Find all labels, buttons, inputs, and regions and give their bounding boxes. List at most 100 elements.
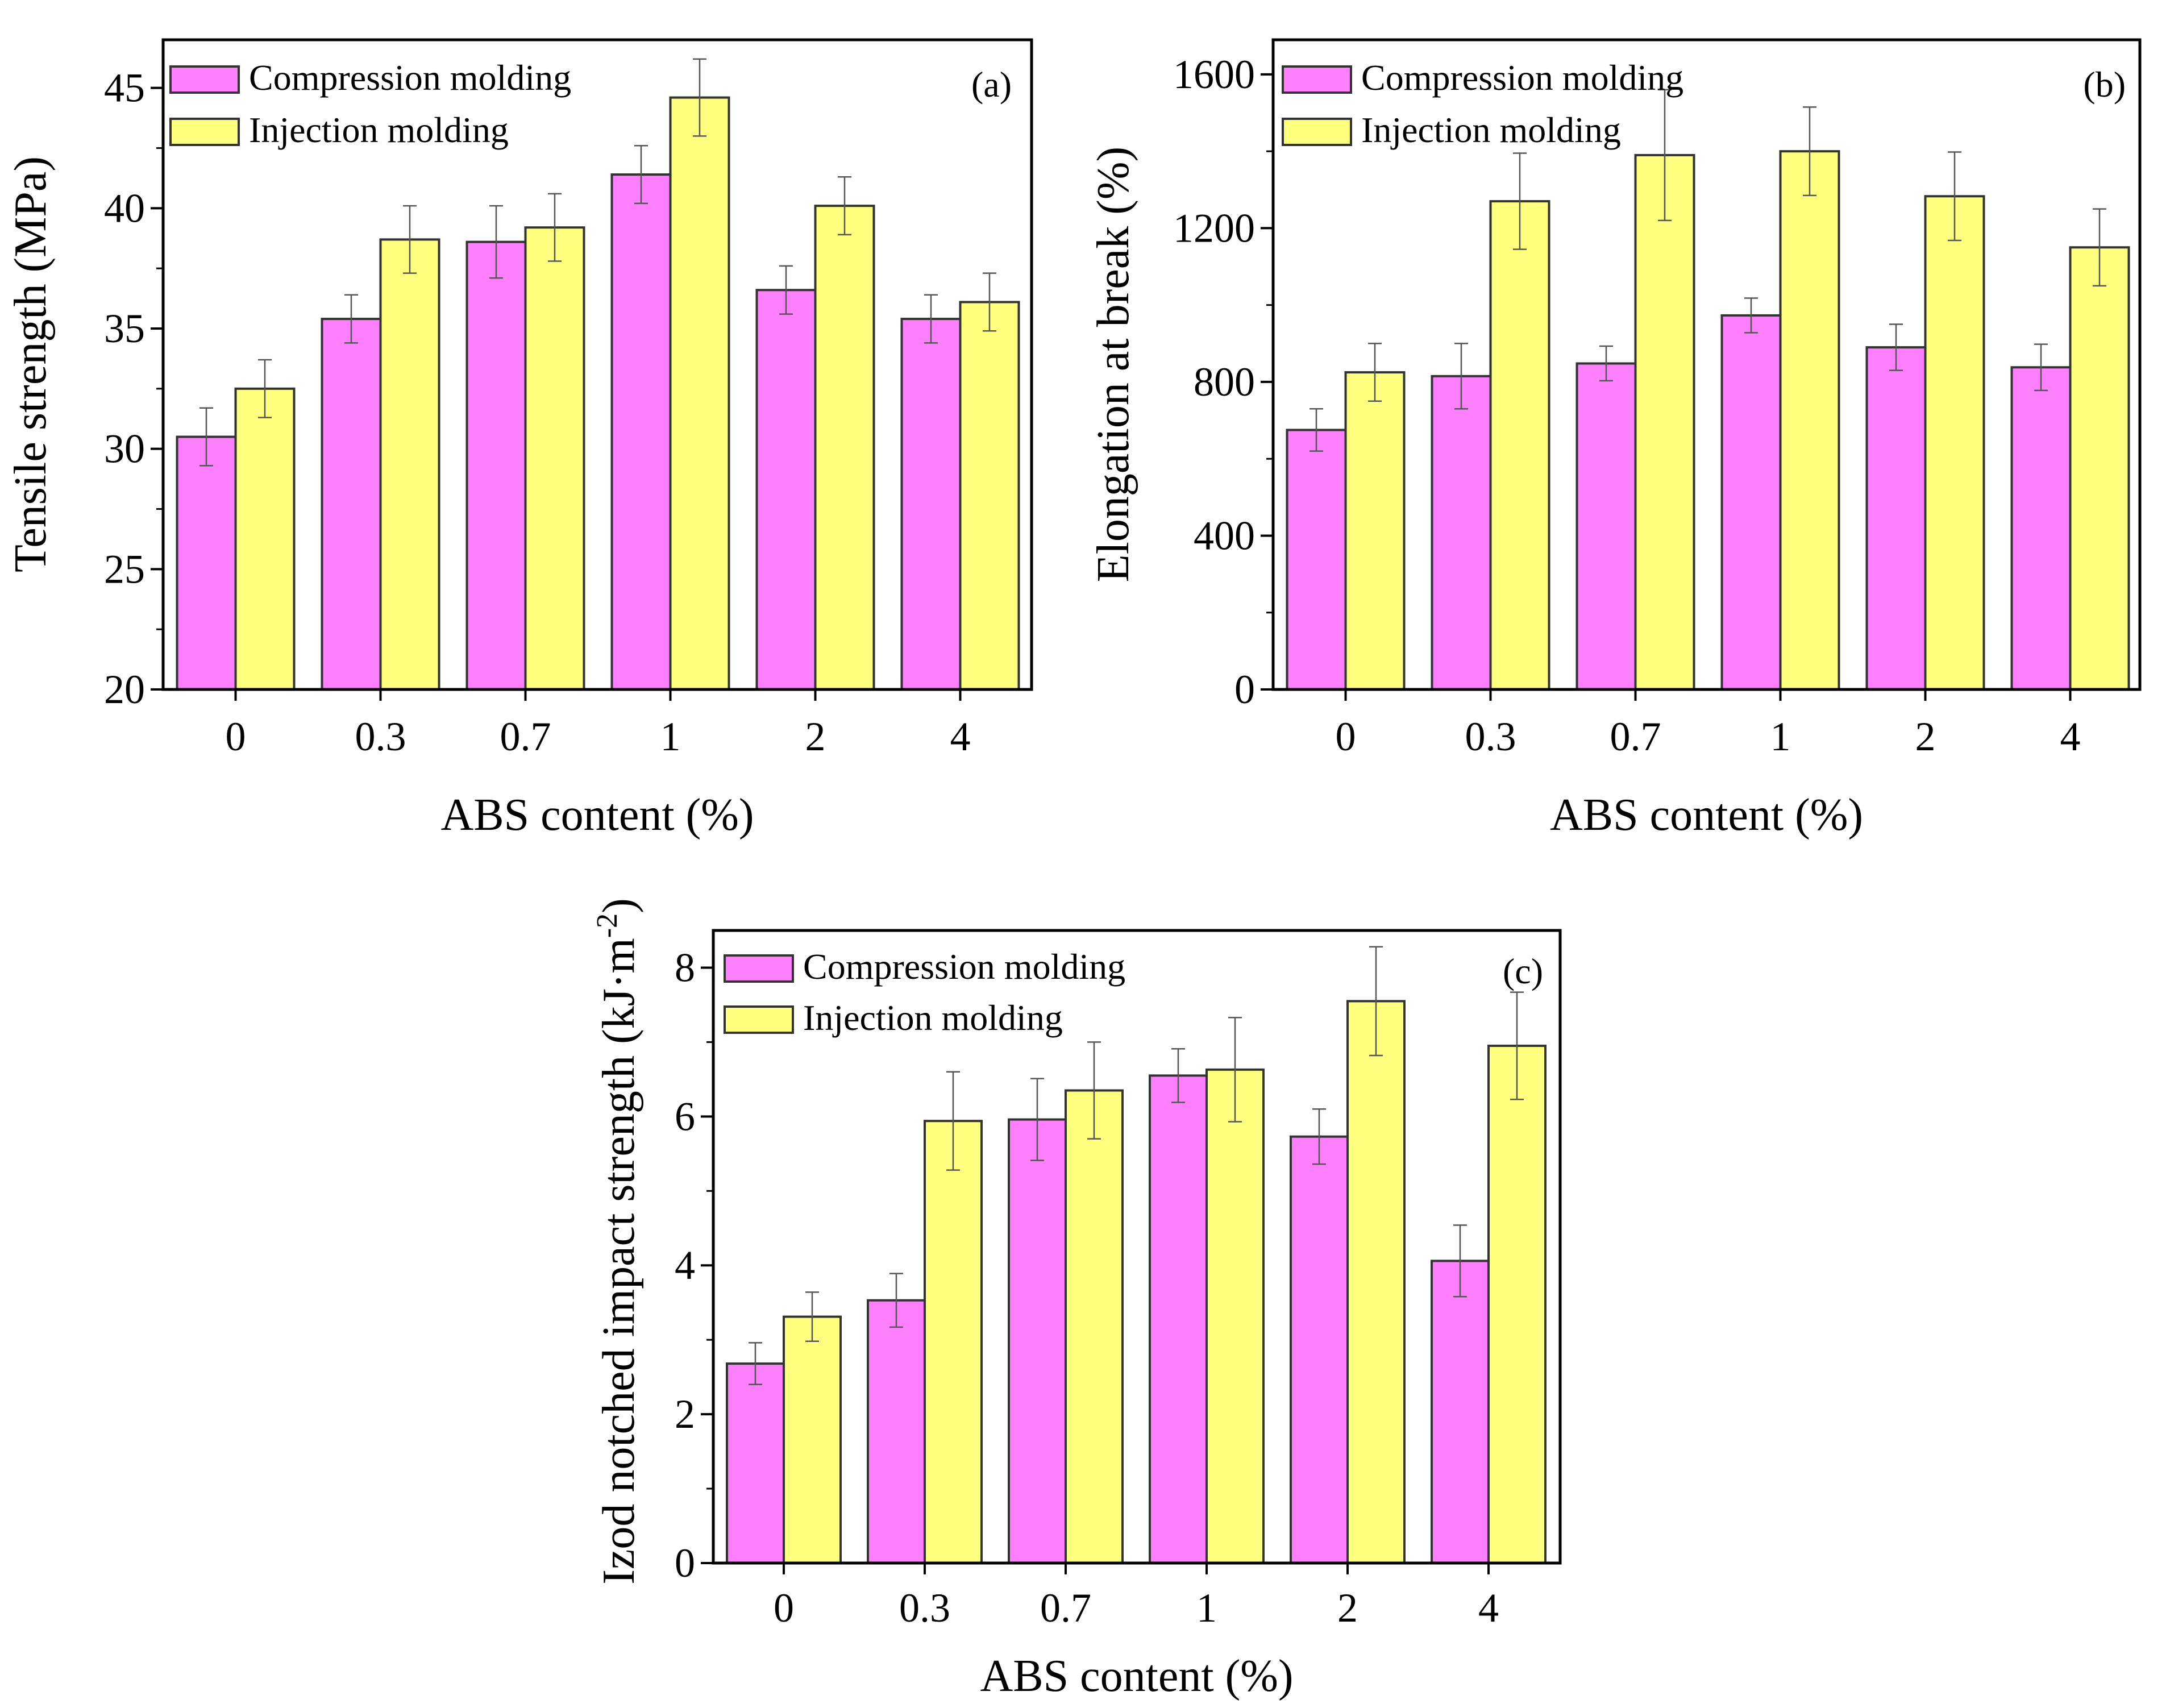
panel-a-bar-compression-0 (176, 435, 237, 691)
panel-c-error-bar-injection-1 (1228, 1016, 1242, 1123)
panel-c-x-tick-label-2: 2 (1337, 1585, 1358, 1631)
panel-a-error-bar-injection-4 (983, 272, 996, 332)
panel-a-legend-swatch-compression (169, 65, 240, 94)
panel-b-legend-swatch-injection (1282, 118, 1352, 146)
panel-a-error-bar-compression-0p7 (489, 205, 503, 279)
panel-b-legend-label-compression: Compression molding (1361, 57, 1683, 98)
panel-a-legend-swatch-injection (169, 118, 240, 146)
panel-a-error-bar-injection-0p7 (548, 193, 562, 262)
panel-a-y-tick-label-45: 45 (104, 65, 145, 111)
panel-b-x-tick-label-0: 0 (1336, 714, 1356, 759)
panel-c-bar-compression-0p7 (1008, 1118, 1067, 1564)
panel-b-y-tick-label-0: 0 (1234, 667, 1255, 712)
panel-a-error-bar-injection-1 (693, 58, 706, 137)
panel-b-x-tick-label-1: 1 (1770, 714, 1791, 759)
panel-b-bar-injection-0 (1344, 371, 1406, 691)
panel-c-x-tick-label-1: 1 (1196, 1585, 1217, 1631)
panel-c-error-bar-compression-0p7 (1030, 1078, 1044, 1161)
panel-a-bar-injection-1 (669, 96, 730, 691)
panel-a: 0 0.3 0.7 1 2 4 20 25 30 35 40 45 (a) Compression m… (6, 38, 1033, 840)
panel-c-error-bar-injection-0 (805, 1291, 819, 1343)
panel-c-legend-label-compression: Compression molding (803, 946, 1125, 987)
panel-c-error-bar-injection-2 (1369, 946, 1383, 1057)
panel-a-label: (a) (971, 64, 1012, 105)
panel-b-error-bar-compression-4 (2034, 343, 2048, 392)
panel-a-bar-injection-0p3 (379, 238, 440, 691)
panel-c-error-bar-injection-0p7 (1087, 1041, 1101, 1140)
panel-c-error-bar-injection-0p3 (946, 1071, 960, 1171)
panel-b: 0 0.3 0.7 1 2 4 0 400 800 1200 1600 (b) Compressio… (1088, 38, 2142, 840)
panel-c-x-tick-label-0p3: 0.3 (899, 1585, 950, 1631)
panel-c-y-tick-label-2: 2 (675, 1391, 695, 1437)
panel-a-x-tick-label-0: 0 (226, 714, 246, 759)
panel-a-error-bar-injection-0p3 (403, 205, 417, 274)
panel-c-plot-frame (712, 929, 1562, 1565)
panel-a-bars (176, 96, 1020, 691)
panel-a-bar-compression-0p7 (465, 240, 527, 691)
panel-c-y-tick-label-4: 4 (675, 1242, 695, 1288)
panel-c-legend-label-injection: Injection molding (803, 998, 1063, 1038)
panel-b-y-tick-label-800: 800 (1194, 359, 1255, 405)
panel-c-legend: Compression molding Injection molding (724, 946, 1125, 1038)
panel-b-bar-compression-4 (2010, 366, 2072, 691)
panel-c-x-tick-label-0p7: 0.7 (1040, 1585, 1091, 1631)
panel-b-bar-injection-0p7 (1634, 153, 1695, 691)
panel-c-y-axis-title-close: ) (594, 898, 644, 913)
panel-b-error-bar-compression-0p7 (1599, 345, 1613, 382)
panel-a-ticks: 0 0.3 0.7 1 2 4 20 25 30 35 40 45 (104, 65, 971, 759)
panel-a-bar-injection-0 (234, 387, 296, 691)
panel-a-x-axis-title: ABS content (%) (440, 790, 754, 840)
panel-a-bar-compression-4 (900, 318, 962, 691)
panel-c-bar-compression-1 (1149, 1074, 1208, 1565)
panel-c-bar-compression-2 (1290, 1135, 1349, 1564)
panel-a-x-tick-label-1: 1 (660, 714, 681, 759)
panel-a-error-bars (199, 58, 996, 467)
panel-c-error-bar-compression-2 (1312, 1108, 1326, 1165)
panel-b-y-tick-label-400: 400 (1194, 513, 1255, 558)
panel-b-x-axis-title: ABS content (%) (1550, 790, 1863, 840)
panel-a-legend-label-compression: Compression molding (249, 57, 571, 98)
panel-a-y-tick-label-35: 35 (104, 306, 145, 351)
panel-a-bar-compression-2 (755, 289, 817, 691)
panel-c-bar-compression-0 (726, 1362, 785, 1564)
panel-c-error-bar-compression-0 (749, 1342, 762, 1385)
panel-b-bars (1286, 150, 2130, 691)
panel-b-x-tick-label-0p7: 0.7 (1610, 714, 1661, 759)
panel-a-error-bar-injection-2 (838, 176, 851, 236)
panel-b-bar-compression-0p7 (1575, 362, 1637, 691)
panel-a-y-tick-label-40: 40 (104, 185, 145, 231)
panel-c-error-bar-injection-4 (1510, 991, 1524, 1100)
panel-b-bar-injection-2 (1924, 195, 1985, 691)
panel-b-error-bar-injection-2 (1948, 151, 1961, 242)
panel-a-error-bar-compression-0p3 (344, 294, 358, 344)
panel-b-y-axis-title: Elongation at break (%) (1088, 147, 1138, 582)
panel-c-x-tick-label-4: 4 (1478, 1585, 1499, 1631)
panel-c-x-tick-label-0: 0 (774, 1585, 794, 1631)
panel-b-x-tick-label-2: 2 (1915, 714, 1936, 759)
panel-b-legend: Compression molding Injection molding (1282, 57, 1683, 150)
panel-b-error-bar-compression-0 (1310, 408, 1323, 452)
panel-b-plot-frame (1271, 38, 2142, 691)
panel-b-error-bar-injection-1 (1803, 106, 1816, 197)
panel-a-bar-injection-2 (814, 205, 875, 691)
panel-c-bar-compression-4 (1431, 1260, 1490, 1565)
panel-b-x-tick-label-0p3: 0.3 (1465, 714, 1516, 759)
panel-a-legend: Compression molding Injection molding (169, 57, 571, 150)
panel-b-error-bar-injection-0p3 (1513, 152, 1527, 250)
panel-c-error-bar-compression-0p3 (889, 1273, 903, 1328)
panel-c-legend-swatch-injection (724, 1005, 794, 1034)
panel-c-label: (c) (1503, 951, 1543, 991)
panel-a-x-tick-label-2: 2 (805, 714, 826, 759)
panel-a-x-tick-label-0p3: 0.3 (355, 714, 406, 759)
panel-c-bar-injection-2 (1346, 1000, 1406, 1565)
panel-b-error-bar-injection-4 (2093, 208, 2106, 287)
panel-a-x-tick-label-4: 4 (950, 714, 971, 759)
panel-c-y-tick-label-6: 6 (675, 1094, 695, 1139)
panel-b-error-bar-compression-2 (1889, 323, 1903, 371)
panel-b-error-bar-compression-1 (1744, 297, 1758, 334)
panel-b-error-bars (1310, 89, 2106, 452)
panel-c-bar-injection-0p7 (1065, 1089, 1124, 1564)
panel-b-bar-compression-2 (1865, 346, 1927, 691)
panel-c-y-tick-label-8: 8 (675, 945, 695, 990)
panel-a-error-bar-compression-4 (924, 294, 938, 344)
